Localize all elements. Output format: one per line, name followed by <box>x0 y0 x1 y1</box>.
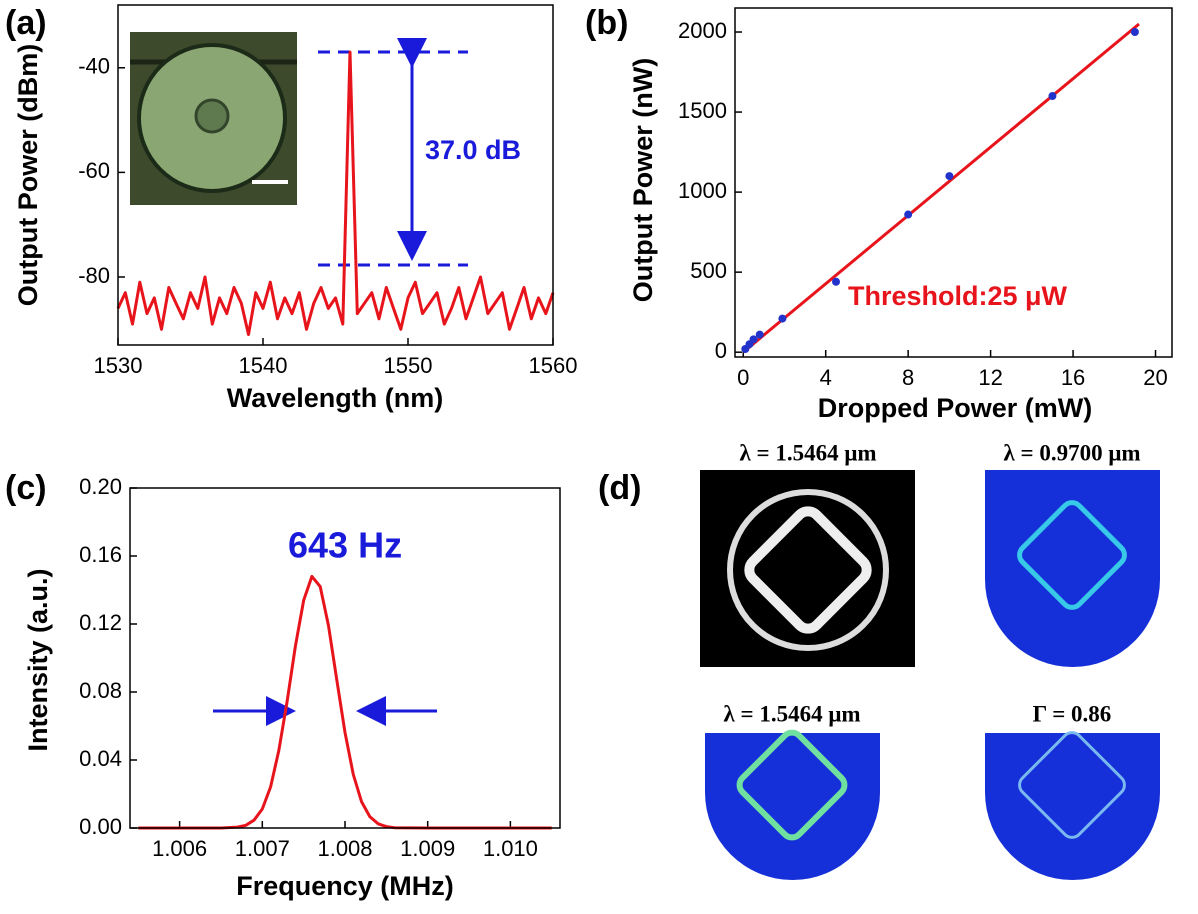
y-tick-label: -40 <box>78 54 110 79</box>
y-tick-label: -80 <box>78 263 110 288</box>
y-tick-label: 0.16 <box>79 542 122 567</box>
x-tick-label: 1.008 <box>317 836 372 861</box>
y-tick-label: 2000 <box>678 18 727 43</box>
x-axis-title: Wavelength (nm) <box>227 383 444 413</box>
x-tick-label: 8 <box>902 365 914 390</box>
series-line <box>742 22 1140 354</box>
y-tick-label: 0.12 <box>79 610 122 635</box>
point <box>945 172 954 181</box>
x-tick-label: 16 <box>1061 365 1085 390</box>
plot-frame <box>129 487 561 829</box>
y-tick-label: 0.00 <box>79 814 122 839</box>
y-axis-title: Output Power (dBm) <box>13 44 43 306</box>
image-label: λ = 1.5464 μm <box>723 701 860 726</box>
x-tick-label: 1560 <box>529 353 578 378</box>
y-tick-label: 1000 <box>678 178 727 203</box>
y-tick-label: 0 <box>715 338 727 363</box>
mode-images <box>700 470 1160 881</box>
x-tick-label: 20 <box>1143 365 1167 390</box>
point <box>1048 92 1057 101</box>
point <box>755 330 764 339</box>
inset-image <box>130 32 297 205</box>
annotation: 37.0 dB <box>425 135 521 165</box>
x-tick-label: 1.006 <box>152 836 207 861</box>
panel-label: (a) <box>5 4 47 42</box>
y-tick-label: 500 <box>690 258 727 283</box>
x-tick-label: 1550 <box>384 353 433 378</box>
point <box>1130 28 1139 37</box>
y-axis-title: Output Power (nW) <box>628 58 658 302</box>
image-label: λ = 1.5464 μm <box>739 440 876 465</box>
annotation: Threshold:25 μW <box>848 281 1068 311</box>
x-axis-title: Dropped Power (mW) <box>818 393 1093 423</box>
series-line <box>116 50 555 336</box>
x-tick-label: 12 <box>978 365 1002 390</box>
x-tick-label: 1.007 <box>235 836 290 861</box>
y-axis-title: Intensity (a.u.) <box>23 568 53 751</box>
panel-label: (b) <box>585 4 628 42</box>
panel-label: (d) <box>598 469 641 507</box>
x-axis-title: Frequency (MHz) <box>236 871 454 901</box>
annotation: 643 Hz <box>288 525 402 566</box>
x-tick-label: 1530 <box>94 353 143 378</box>
y-tick-label: 0.04 <box>79 746 122 771</box>
series-line <box>138 574 552 830</box>
x-tick-label: 4 <box>820 365 832 390</box>
y-tick-label: 0.20 <box>79 474 122 499</box>
x-tick-label: 1540 <box>239 353 288 378</box>
plot-frame <box>117 4 554 346</box>
panel-label: (c) <box>5 469 47 507</box>
x-tick-label: 0 <box>737 365 749 390</box>
point <box>832 277 841 286</box>
point <box>904 210 913 219</box>
point <box>749 335 758 344</box>
point <box>778 314 787 323</box>
y-tick-label: 1500 <box>678 98 727 123</box>
image-label: Γ = 0.86 <box>1033 701 1112 726</box>
y-tick-label: 0.08 <box>79 678 122 703</box>
image-label: λ = 0.9700 μm <box>1003 440 1140 465</box>
x-tick-label: 1.009 <box>400 836 455 861</box>
y-tick-label: -60 <box>78 158 110 183</box>
x-tick-label: 1.010 <box>483 836 538 861</box>
plot-frame <box>734 7 1173 358</box>
